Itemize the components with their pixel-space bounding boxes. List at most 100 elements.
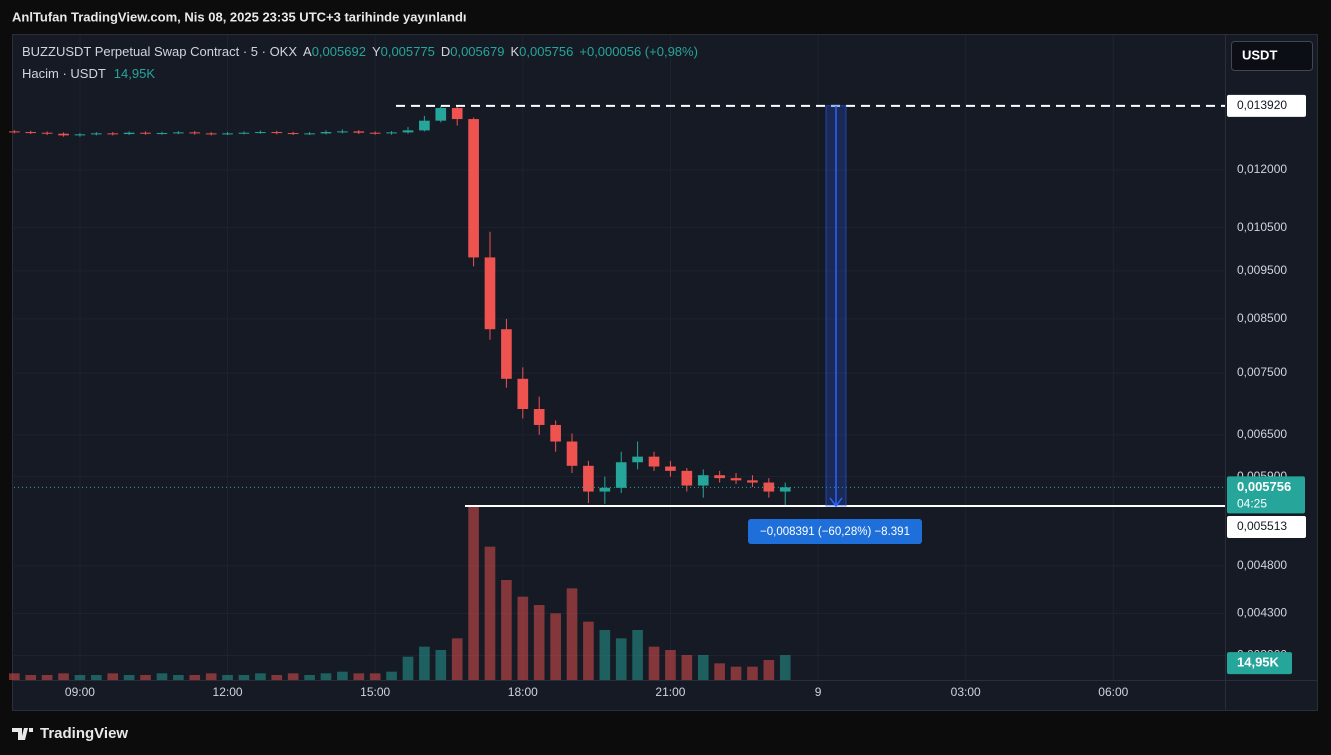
candle-body (304, 133, 315, 135)
candle-body (468, 119, 479, 258)
volume-bar (304, 675, 315, 680)
candle-body (665, 466, 676, 471)
volume-bar (779, 655, 791, 680)
candle-body (189, 132, 201, 134)
candle-body (533, 409, 545, 425)
candle-body (419, 120, 430, 131)
range-low-box (1227, 515, 1306, 538)
candle-body (58, 133, 69, 136)
candle-body (41, 132, 53, 134)
x-tick-label: 12:00 (213, 685, 243, 699)
legend-key: D (441, 44, 450, 59)
x-tick-label: 03:00 (951, 685, 981, 699)
volume-bar (287, 673, 299, 680)
candle-body (337, 131, 348, 133)
volume-bar (369, 673, 381, 680)
legend-key: K (510, 44, 519, 59)
range-low-label: 0,005513 (1237, 519, 1287, 533)
currency-button[interactable] (1231, 41, 1313, 71)
volume-bar (435, 650, 447, 680)
candle-body (681, 470, 693, 486)
candle-body (451, 108, 463, 120)
volume-bar (271, 675, 283, 680)
y-tick-label: 0,007500 (1237, 365, 1287, 379)
volume-bar (353, 673, 365, 680)
currency-label[interactable]: USDT (1242, 47, 1277, 62)
volume-bar (501, 580, 512, 680)
volume-axis-label: 14,95K (1237, 655, 1280, 670)
volume-pane (9, 505, 791, 680)
volume-bar (599, 630, 611, 680)
last-price-box (1227, 476, 1305, 514)
volume-bar (550, 613, 561, 680)
candle-body (107, 133, 119, 135)
range-high-box (1227, 94, 1306, 117)
volume-bar (402, 656, 414, 680)
volume-bar (451, 638, 463, 680)
legend-value: 0,005692 (312, 44, 366, 59)
candle-body (632, 456, 643, 463)
candle-body (287, 133, 299, 135)
candle-body (271, 132, 283, 134)
volume-bar (747, 666, 758, 680)
candle-body (123, 132, 135, 135)
candle-body (779, 487, 791, 492)
volume-bar (107, 673, 119, 680)
volume-bar (615, 638, 627, 680)
volume-bar (632, 630, 643, 680)
candle-body (320, 132, 332, 134)
volume-bar (533, 605, 545, 680)
volume-bar (665, 650, 676, 680)
candle-body (747, 480, 758, 483)
candle-body (173, 132, 184, 134)
candle-body (353, 131, 365, 133)
legend-value: 0,005756 (519, 44, 573, 59)
candle-body (156, 133, 168, 135)
candle-body (74, 134, 86, 136)
y-tick-label: 0,004300 (1237, 605, 1287, 619)
candle-body (763, 482, 775, 492)
volume-bar (25, 675, 37, 680)
candle-body (238, 132, 250, 134)
volume-label-box (1227, 652, 1292, 675)
volume-bar (156, 673, 168, 680)
legend: BUZZUSDT Perpetual Swap Contract · 5 · O… (22, 44, 698, 59)
volume-bar (173, 675, 184, 680)
candle-body (402, 130, 414, 133)
publish-title: AnlTufan TradingView.com, Nis 08, 2025 2… (12, 9, 467, 24)
volume-bar (517, 596, 529, 680)
volume-legend: Hacim · USDT 14,95K (22, 66, 155, 81)
candle-body (714, 475, 725, 479)
axes: 0,012000 0,010500 0,009500 0,008500 0,007500… (65, 94, 1306, 699)
y-tick-label: 0,012000 (1237, 162, 1287, 176)
candle-body (484, 257, 496, 330)
candle-body (615, 462, 627, 488)
volume-bar (714, 663, 725, 680)
candles (9, 105, 791, 506)
candle-body (222, 133, 233, 135)
measure-arrowhead (829, 497, 843, 508)
candle-body (697, 475, 709, 486)
volume-bar (41, 675, 53, 680)
measure-label-box (748, 518, 922, 544)
legend-value: 0,005679 (450, 44, 504, 59)
candle-body (90, 133, 102, 135)
volume-bar (74, 675, 86, 680)
volume-bar (222, 675, 233, 680)
volume-bar (484, 546, 496, 680)
volume-bar (255, 673, 266, 680)
volume-bar (386, 671, 397, 680)
volume-bar (566, 588, 578, 680)
legend-key: A (303, 44, 312, 59)
x-tick-label: 18:00 (508, 685, 538, 699)
y-tick-label: 0,010500 (1237, 220, 1287, 234)
volume-bar (189, 675, 201, 680)
y-tick-label: 0,004800 (1237, 558, 1287, 572)
candle-body (386, 132, 397, 134)
x-tick-label: 06:00 (1098, 685, 1128, 699)
volume-title: Hacim · USDT (22, 66, 106, 81)
logo-mark (12, 728, 33, 740)
volume-bar (648, 646, 660, 680)
volume-bar (205, 673, 217, 680)
candle-body (140, 132, 151, 134)
